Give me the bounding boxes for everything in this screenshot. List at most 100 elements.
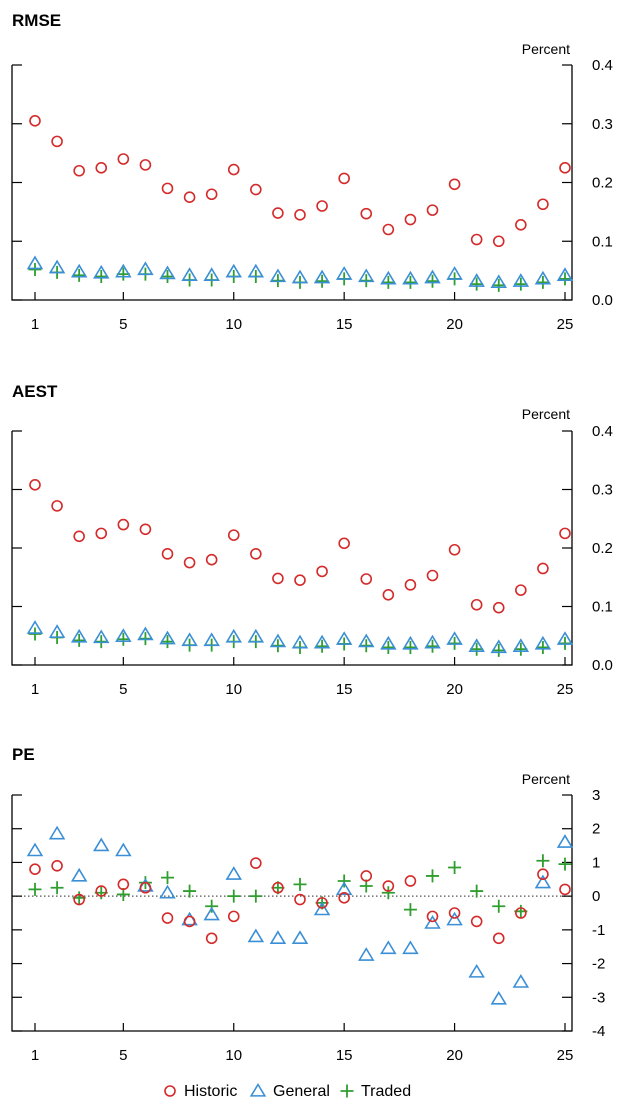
- traded-point: [536, 640, 550, 654]
- y-tick-label: 0.0: [592, 657, 613, 674]
- traded-point: [381, 640, 395, 654]
- general-point: [380, 940, 397, 955]
- traded-point: [94, 270, 108, 283]
- general-point: [468, 963, 485, 978]
- historic-point: [250, 183, 262, 196]
- y-tick-label: -3: [592, 989, 605, 1006]
- general-point: [181, 267, 198, 282]
- historic-point: [404, 875, 417, 887]
- traded-point: [227, 889, 241, 903]
- historic-point: [117, 153, 130, 165]
- y-tick-label: 0.1: [592, 233, 613, 250]
- historic-point: [183, 191, 196, 203]
- x-tick-label: 10: [225, 681, 242, 698]
- traded-point: [558, 857, 572, 871]
- general-point: [358, 633, 375, 648]
- traded-point: [315, 639, 329, 653]
- x-tick-label: 20: [446, 681, 463, 698]
- traded-point: [293, 877, 307, 891]
- traded-point: [536, 854, 550, 868]
- historic-point: [161, 912, 174, 924]
- historic-point: [404, 579, 417, 591]
- historic-point: [294, 893, 306, 906]
- traded-point: [205, 899, 219, 913]
- historic-point: [537, 868, 549, 881]
- historic-point: [183, 556, 196, 569]
- traded-point: [403, 903, 417, 917]
- historic-point: [492, 601, 505, 614]
- x-tick-label: 1: [31, 681, 39, 698]
- traded-point: [426, 639, 439, 653]
- general-point: [534, 270, 552, 285]
- general-point: [446, 911, 463, 926]
- traded-point: [403, 275, 417, 289]
- general-point: [247, 263, 265, 278]
- historic-point: [448, 178, 461, 191]
- general-point: [335, 631, 353, 645]
- legend-marker-historic: [164, 1085, 176, 1097]
- historic-point: [316, 565, 328, 578]
- traded-point: [116, 632, 130, 646]
- y-axis-label: Percent: [522, 41, 570, 57]
- traded-point: [72, 268, 86, 282]
- general-point: [115, 263, 132, 278]
- general-point: [137, 626, 154, 641]
- general-point: [490, 274, 507, 289]
- x-tick-label: 25: [557, 1047, 574, 1064]
- general-point: [313, 269, 331, 284]
- x-tick-label: 15: [336, 316, 353, 333]
- historic-point: [73, 893, 85, 906]
- x-tick-label: 1: [31, 1047, 39, 1064]
- y-tick-label: -4: [592, 1023, 605, 1040]
- historic-point: [227, 910, 240, 923]
- y-tick-label: 0.0: [592, 292, 613, 309]
- historic-point: [470, 915, 483, 928]
- y-tick-label: 0.4: [592, 423, 613, 440]
- historic-point: [205, 188, 218, 201]
- y-axis-label: Percent: [522, 771, 570, 787]
- traded-point: [183, 884, 197, 898]
- historic-point: [382, 588, 395, 601]
- plot-frame: [11, 431, 573, 666]
- general-point: [159, 630, 176, 645]
- historic-point: [51, 500, 63, 512]
- x-tick-label: 20: [446, 1047, 463, 1064]
- historic-point: [227, 529, 240, 541]
- general-point: [48, 825, 66, 840]
- x-tick-label: 20: [446, 316, 463, 333]
- traded-point: [161, 635, 174, 649]
- traded-point: [536, 275, 550, 289]
- historic-point: [29, 479, 41, 491]
- traded-point: [448, 860, 462, 874]
- general-point: [534, 874, 552, 889]
- traded-point: [381, 886, 395, 900]
- historic-point: [95, 885, 108, 897]
- general-point: [424, 634, 441, 649]
- y-tick-label: 2: [592, 821, 600, 838]
- traded-point: [492, 278, 506, 292]
- traded-point: [337, 874, 351, 888]
- general-point: [159, 265, 176, 280]
- historic-point: [470, 233, 483, 246]
- historic-point: [537, 198, 549, 211]
- historic-point: [338, 537, 350, 550]
- traded-point: [28, 882, 42, 896]
- y-tick-label: -2: [592, 956, 605, 973]
- historic-point: [250, 548, 262, 560]
- x-tick-label: 25: [557, 681, 574, 698]
- historic-point: [117, 878, 130, 891]
- historic-point: [338, 172, 350, 185]
- traded-point: [381, 275, 395, 289]
- general-point: [512, 974, 530, 988]
- general-point: [358, 947, 375, 961]
- general-point: [269, 930, 287, 944]
- traded-point: [558, 272, 572, 286]
- y-tick-label: -1: [592, 922, 605, 939]
- historic-point: [382, 223, 395, 236]
- historic-point: [51, 135, 63, 148]
- legend-marker-traded: [340, 1084, 354, 1098]
- historic-point: [537, 562, 549, 575]
- general-point: [424, 915, 441, 929]
- general-point: [556, 834, 574, 848]
- traded-point: [514, 277, 528, 291]
